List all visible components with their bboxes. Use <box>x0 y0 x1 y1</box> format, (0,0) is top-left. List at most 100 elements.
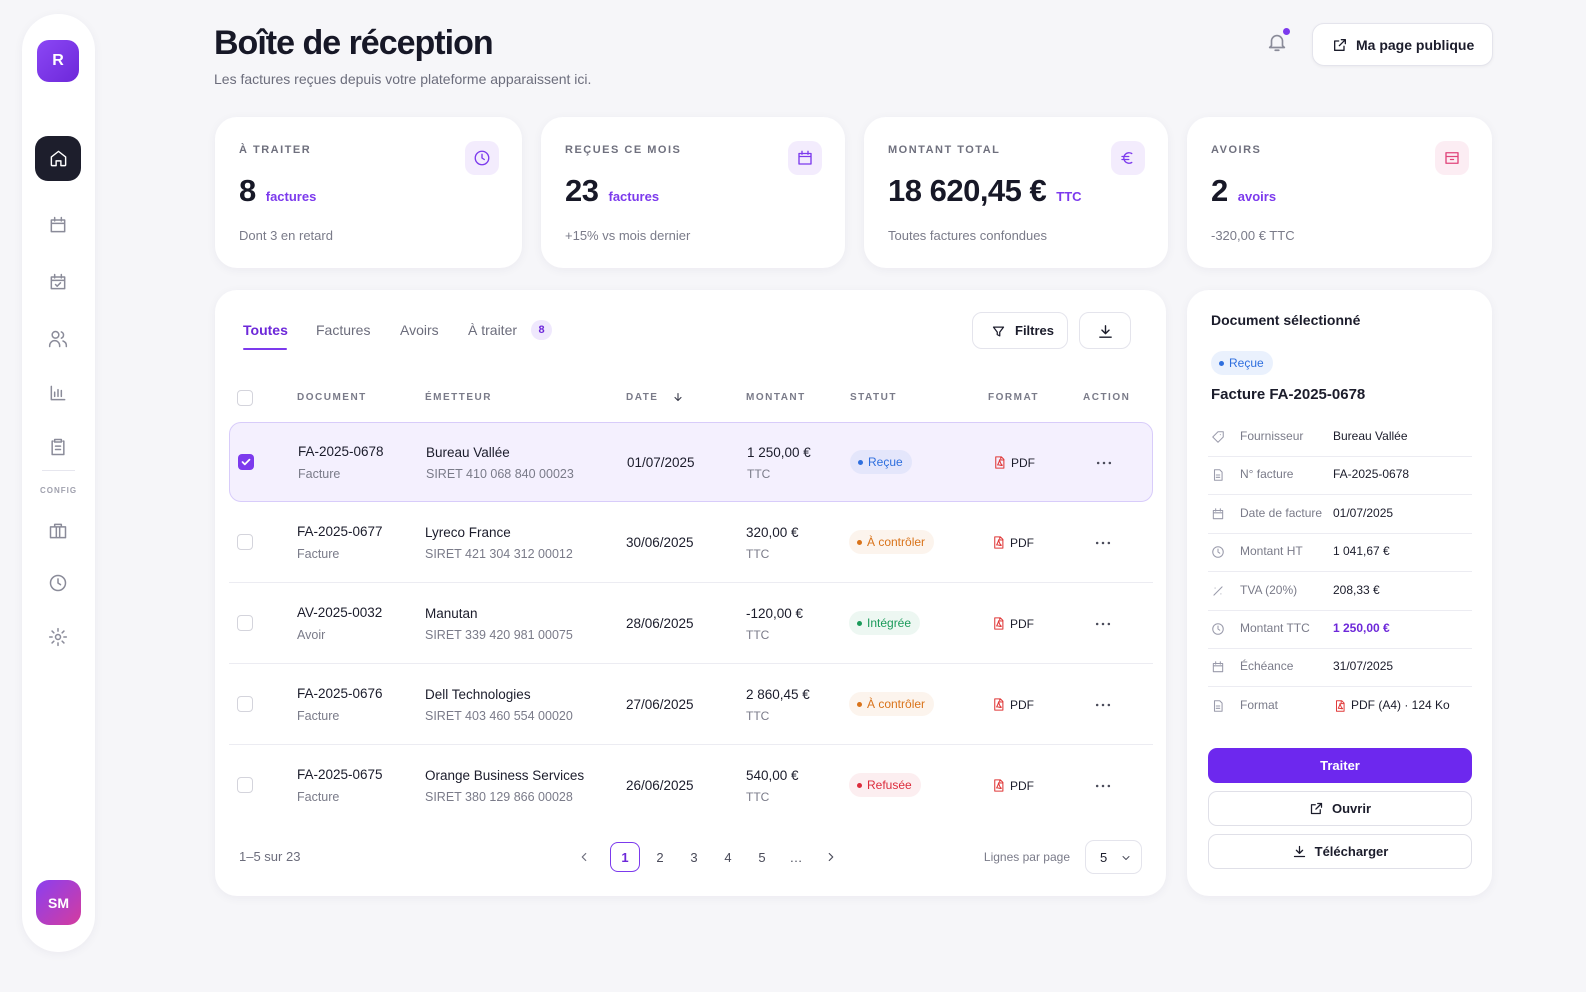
chevron-left <box>581 852 587 862</box>
dots-icon <box>1095 703 1111 707</box>
row-checkbox[interactable] <box>237 777 253 793</box>
pagination-range: 1–5 sur 23 <box>239 849 301 864</box>
avatar[interactable]: SM <box>36 880 81 925</box>
nav-icon <box>50 385 66 401</box>
row-checkbox[interactable] <box>237 534 253 550</box>
table-row[interactable]: FA-2025-0675 Facture Orange Business Servi… <box>229 746 1153 826</box>
sidebar: R CONFIG SM <box>22 14 95 952</box>
format: PDF <box>1010 536 1034 550</box>
notifications[interactable] <box>1266 28 1290 55</box>
pdf-icon-shape <box>994 779 1004 792</box>
page-button[interactable]: 1 <box>610 842 640 872</box>
document-id: FA-2025-0675 <box>297 767 383 782</box>
row-action[interactable] <box>1093 776 1113 796</box>
field-divider <box>1208 456 1472 457</box>
nav-item[interactable] <box>48 272 68 292</box>
nav-item[interactable] <box>48 215 68 235</box>
amount-tax: TTC <box>746 628 770 642</box>
row-action[interactable] <box>1093 533 1113 553</box>
stat-card: À TRAITER 8 factures Dont 3 en retard <box>215 117 522 268</box>
dots-icon <box>1095 784 1111 788</box>
button-label: Ouvrir <box>1331 801 1371 816</box>
table-row[interactable]: FA-2025-0678 Facture Bureau Vallée SIRET 41… <box>229 422 1153 502</box>
status-dot <box>858 460 863 465</box>
row-action[interactable] <box>1093 614 1113 634</box>
nav-home[interactable] <box>35 136 81 181</box>
rows-per-page-select[interactable]: 5 <box>1085 840 1142 874</box>
row-checkbox[interactable] <box>237 615 253 631</box>
field-label: N° facture <box>1240 467 1294 482</box>
nav-icon <box>50 273 66 290</box>
pdf-icon-shape <box>994 536 1004 549</box>
date: 27/06/2025 <box>626 697 694 712</box>
nav-item[interactable] <box>48 383 68 403</box>
page-next[interactable] <box>824 850 838 864</box>
field-label: Échéance <box>1240 659 1294 674</box>
action-button[interactable]: Traiter <box>1208 748 1472 783</box>
table-row[interactable]: AV-2025-0032 Avoir Manutan SIRET 339 420 98… <box>229 584 1153 664</box>
document-type: Facture <box>297 790 340 804</box>
field-icon <box>1212 623 1224 635</box>
page-button[interactable]: 4 <box>724 849 732 865</box>
format: PDF <box>1011 456 1035 470</box>
nav-item[interactable] <box>48 437 68 457</box>
nav-icon-shape <box>51 438 65 456</box>
notification-dot <box>1283 28 1290 35</box>
nav-item[interactable] <box>48 573 68 593</box>
format: PDF <box>1010 779 1034 793</box>
emitter-name: Dell Technologies <box>425 687 531 702</box>
status-pill: À contrôler <box>849 692 935 716</box>
page-subtitle: Les factures reçues depuis votre platefo… <box>214 71 592 87</box>
table-row[interactable]: FA-2025-0677 Facture Lyreco France SIRET 42… <box>229 503 1153 583</box>
table-row[interactable]: FA-2025-0676 Facture Dell Technologies SIRE… <box>229 665 1153 745</box>
nav-item[interactable] <box>48 627 68 647</box>
tab[interactable]: Factures <box>316 322 371 338</box>
tab[interactable]: Avoirs <box>400 322 439 338</box>
detail-card: Document sélectionné Reçue Facture FA-2025… <box>1187 290 1492 896</box>
dots-icon <box>1095 541 1111 545</box>
logo[interactable]: R <box>37 40 79 82</box>
stat-icon <box>1111 141 1145 175</box>
pdf-icon-shape <box>994 617 1004 630</box>
stat-label: REÇUES CE MOIS <box>565 144 682 156</box>
detail-title: Document sélectionné <box>1211 312 1361 328</box>
action-button[interactable]: Ouvrir <box>1208 791 1472 826</box>
stat-label: AVOIRS <box>1211 144 1262 156</box>
date: 28/06/2025 <box>626 616 694 631</box>
status-pill: Refusée <box>849 773 921 797</box>
bell-icon <box>1268 34 1286 52</box>
stat-icon <box>1435 141 1469 175</box>
field-icon-shape <box>1213 585 1223 596</box>
page-prev[interactable] <box>577 850 591 864</box>
amount: -120,00 € <box>746 606 804 621</box>
stat-icon-glyph-shape <box>474 150 490 166</box>
page-button[interactable]: 3 <box>690 849 698 865</box>
document-type: Facture <box>297 709 340 723</box>
row-action[interactable] <box>1093 695 1113 715</box>
nav-icon-shape <box>50 385 66 401</box>
stat-card: AVOIRS 2 avoirs -320,00 € TTC <box>1187 117 1492 268</box>
nav-item[interactable] <box>48 329 68 349</box>
public-page-button[interactable]: Ma page publique <box>1312 23 1493 66</box>
tab[interactable]: Toutes <box>243 322 288 338</box>
filter-button[interactable]: Filtres <box>972 312 1068 349</box>
field-label: Format <box>1240 697 1279 712</box>
page-button[interactable]: … <box>789 849 803 865</box>
row-action[interactable] <box>1094 453 1114 473</box>
emitter-name: Bureau Vallée <box>426 445 510 460</box>
nav-item[interactable] <box>48 521 68 541</box>
nav-icon-shape <box>48 330 68 348</box>
page-button[interactable]: 2 <box>656 849 664 865</box>
field-icon <box>1213 700 1223 712</box>
tab[interactable]: À traiter <box>468 322 518 338</box>
nav-icon <box>51 438 65 456</box>
row-checkbox[interactable] <box>238 454 254 470</box>
download-button[interactable] <box>1079 312 1131 349</box>
header-checkbox[interactable] <box>237 390 253 406</box>
pdf-icon <box>994 536 1004 549</box>
row-checkbox[interactable] <box>237 696 253 712</box>
stat-card: MONTANT TOTAL 18 620,45 € TTC Toutes factur… <box>864 117 1168 268</box>
page-button[interactable]: 5 <box>758 849 766 865</box>
action-button[interactable]: Télécharger <box>1208 834 1472 869</box>
